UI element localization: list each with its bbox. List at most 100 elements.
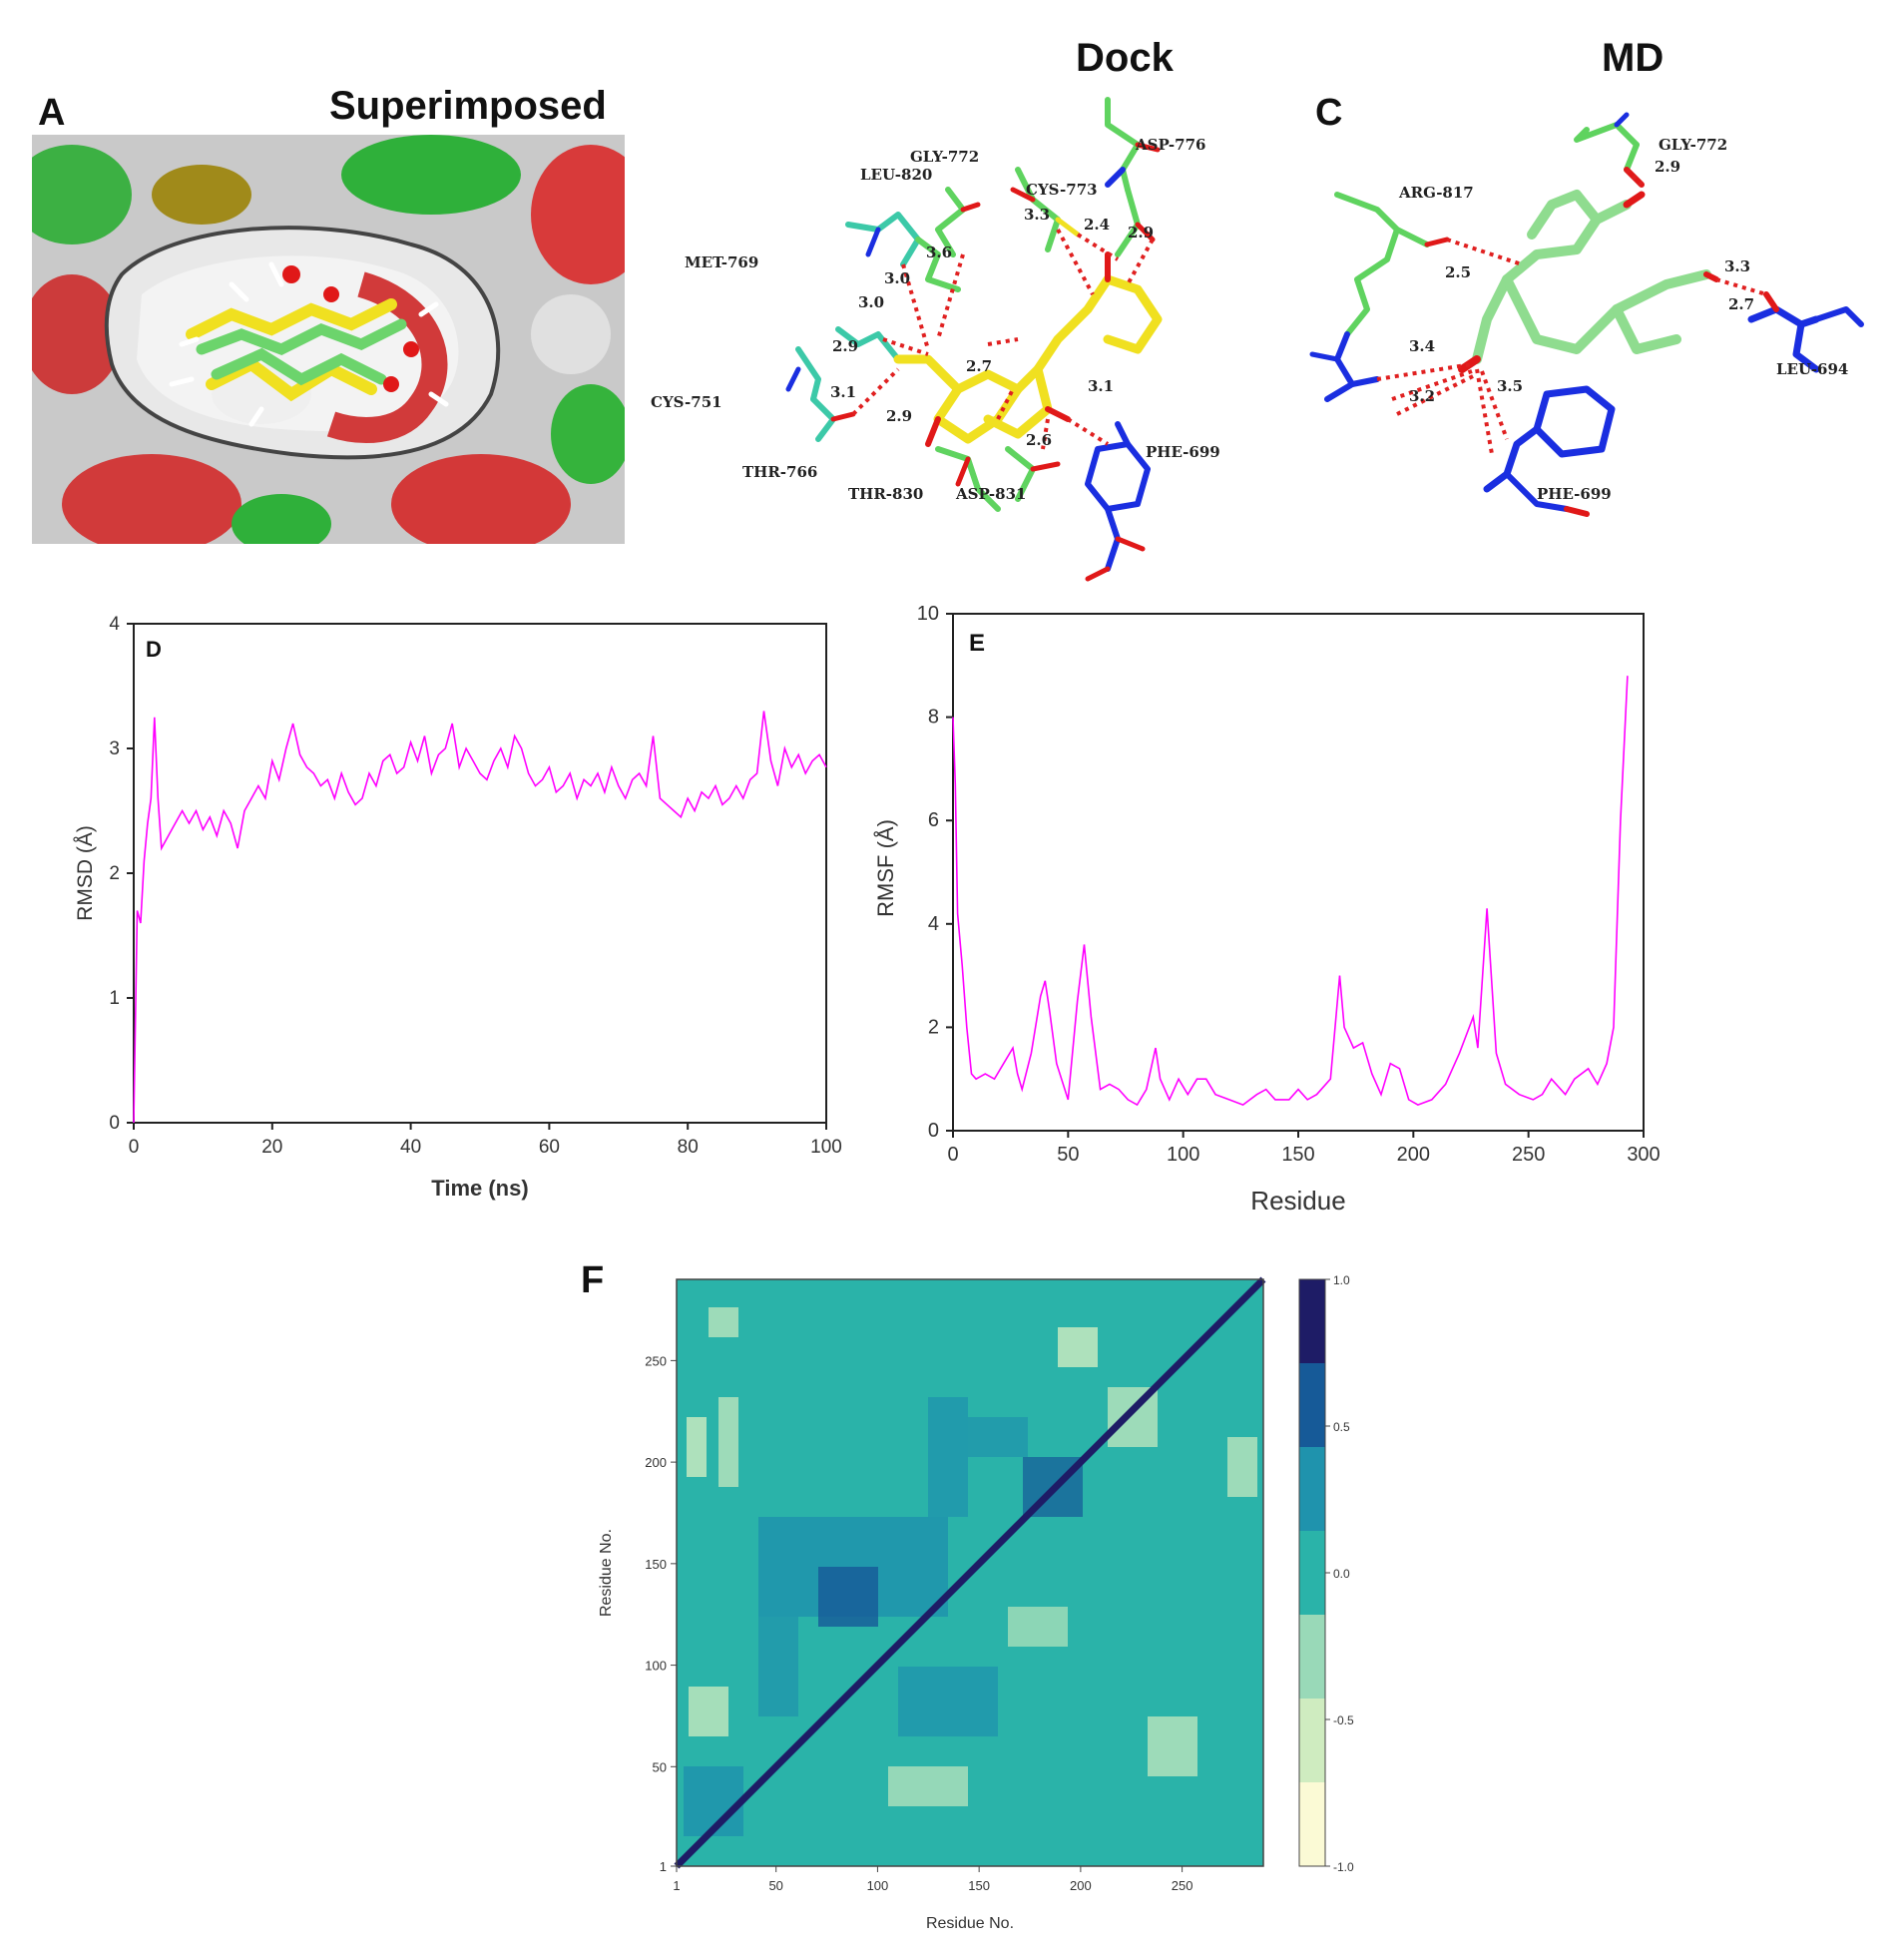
heatmap-y-tick-label: 200 (645, 1455, 667, 1470)
y-tick-label: 0 (928, 1120, 939, 1142)
heatmap-ylabel: Residue No. (598, 1529, 615, 1617)
rmsf-series-line (952, 676, 1629, 1107)
res-phe-699: PHE-699 (1146, 443, 1220, 461)
y-tick-label: 1 (109, 988, 120, 1009)
x-tick-label: 200 (1397, 1144, 1430, 1166)
heatmap-frame (676, 1278, 1264, 1867)
colorbar-band (1299, 1531, 1325, 1616)
md-res-leu-694: LEU-694 (1776, 360, 1848, 378)
x-tick-label: 40 (400, 1137, 421, 1158)
md-dist-label: 3.2 (1409, 387, 1435, 405)
panel-b-title: Dock (1076, 36, 1174, 80)
x-tick-label: 60 (539, 1137, 560, 1158)
x-tick-label: 150 (1281, 1144, 1314, 1166)
rmsf-plot-frame (952, 613, 1645, 1132)
rmsf-panel-letter: E (969, 630, 985, 657)
rmsd-panel-letter: D (146, 637, 162, 662)
dist-label: 3.3 (1024, 206, 1050, 224)
y-tick-label: 3 (109, 738, 120, 759)
res-asp-776: ASP-776 (1135, 136, 1205, 154)
x-tick-label: 100 (1167, 1144, 1199, 1166)
x-tick-label: 50 (1057, 1144, 1079, 1166)
heatmap-y-tick-label: 100 (645, 1659, 667, 1674)
res-thr-766: THR-766 (742, 463, 817, 481)
rmsf-chart: E 0 50 100 150 200 250 300 0 2 4 6 8 10 Residue RMSF… (873, 603, 1661, 1216)
panel-a-letter: A (38, 92, 66, 134)
dock-interaction-diagram: GLY-772 LEU-820 CYS-773 ASP-776 MET-769 … (651, 97, 1220, 582)
res-cys-773: CYS-773 (1026, 181, 1098, 199)
heatmap-x-tick-label: 100 (867, 1878, 889, 1893)
x-tick-label: 80 (678, 1137, 699, 1158)
dist-label: 3.1 (1088, 377, 1114, 395)
panel-f-letter: F (581, 1259, 605, 1301)
rmsd-plot-frame (133, 623, 827, 1124)
heatmap-diagonal (674, 1276, 1266, 1869)
y-tick-label: 8 (928, 707, 939, 729)
y-tick-label: 6 (928, 809, 939, 831)
heatmap-x-tick-label: 50 (768, 1878, 782, 1893)
dist-label: 3.0 (884, 269, 910, 287)
colorbar-band (1299, 1279, 1325, 1364)
dist-label: 3.0 (858, 293, 884, 311)
x-tick-label: 300 (1627, 1144, 1660, 1166)
res-thr-830: THR-830 (848, 485, 923, 503)
dist-label: 3.1 (830, 383, 856, 401)
heatmap-y-tick-label: 250 (645, 1353, 667, 1368)
colorbar-band (1299, 1615, 1325, 1700)
dist-label: 2.9 (886, 407, 912, 425)
md-interaction-diagram: GLY-772 ARG-817 LEU-694 PHE-699 2.9 2.5 … (1309, 112, 1864, 517)
y-tick-label: 0 (109, 1113, 120, 1134)
rmsf-xlabel: Residue (1250, 1186, 1345, 1216)
res-leu-820: LEU-820 (860, 166, 932, 184)
rmsd-xlabel: Time (ns) (431, 1176, 528, 1201)
heatmap-x-tick-label: 150 (968, 1878, 990, 1893)
x-tick-label: 0 (129, 1137, 140, 1158)
panel-c-title: MD (1602, 36, 1665, 80)
colorbar-band (1299, 1699, 1325, 1783)
rmsd-chart: D 0 20 40 60 80 100 0 1 2 3 4 Time (ns) RMSD (Å) (74, 614, 842, 1201)
colorbar-band (1299, 1363, 1325, 1448)
heatmap-y-tick-label: 50 (653, 1759, 667, 1774)
dist-label: 2.4 (1084, 216, 1110, 234)
colorbar-tick-label: -1.0 (1333, 1860, 1354, 1874)
colorbar-tick-label: 1.0 (1333, 1273, 1350, 1287)
colorbar-band (1299, 1782, 1325, 1867)
rmsd-ylabel: RMSD (Å) (74, 825, 97, 921)
x-tick-label: 250 (1512, 1144, 1545, 1166)
colorbar-tick-label: 0.5 (1333, 1420, 1350, 1434)
res-asp-831: ASP-831 (955, 485, 1026, 503)
md-res-gly-772: GLY-772 (1659, 136, 1727, 154)
heatmap-y-tick-label: 1 (660, 1859, 667, 1874)
heatmap-patches (684, 1307, 1257, 1836)
dist-label: 2.9 (832, 337, 858, 355)
rmsf-ylabel: RMSF (Å) (873, 819, 898, 917)
md-dist-label: 2.5 (1445, 263, 1471, 281)
colorbar-tick-label: -0.5 (1333, 1713, 1354, 1727)
y-tick-label: 2 (928, 1016, 939, 1038)
y-tick-label: 4 (109, 614, 120, 635)
panel-a-title: Superimposed (329, 84, 607, 128)
y-tick-label: 4 (928, 913, 939, 935)
md-res-phe-699: PHE-699 (1537, 485, 1612, 503)
heatmap-x-tick-label: 1 (673, 1878, 680, 1893)
heatmap-x-tick-label: 200 (1070, 1878, 1092, 1893)
panel-c-letter: C (1315, 92, 1343, 134)
x-tick-label: 100 (810, 1137, 842, 1158)
dist-label: 2.6 (1026, 431, 1052, 449)
x-tick-label: 20 (261, 1137, 282, 1158)
dist-label: 2.7 (966, 357, 992, 375)
dist-label: 3.6 (926, 244, 952, 261)
surface-pocket-image (32, 135, 625, 544)
x-tick-label: 0 (947, 1144, 958, 1166)
md-res-arg-817: ARG-817 (1398, 184, 1474, 202)
md-dist-label: 2.9 (1655, 158, 1680, 176)
res-gly-772: GLY-772 (910, 148, 979, 166)
md-dist-label: 3.3 (1724, 257, 1750, 275)
colorbar-band (1299, 1447, 1325, 1532)
dist-label: 2.9 (1128, 224, 1154, 242)
res-met-769: MET-769 (685, 253, 758, 271)
heatmap-x-tick-label: 250 (1172, 1878, 1193, 1893)
y-tick-label: 10 (917, 603, 939, 625)
md-dist-label: 3.5 (1497, 377, 1523, 395)
